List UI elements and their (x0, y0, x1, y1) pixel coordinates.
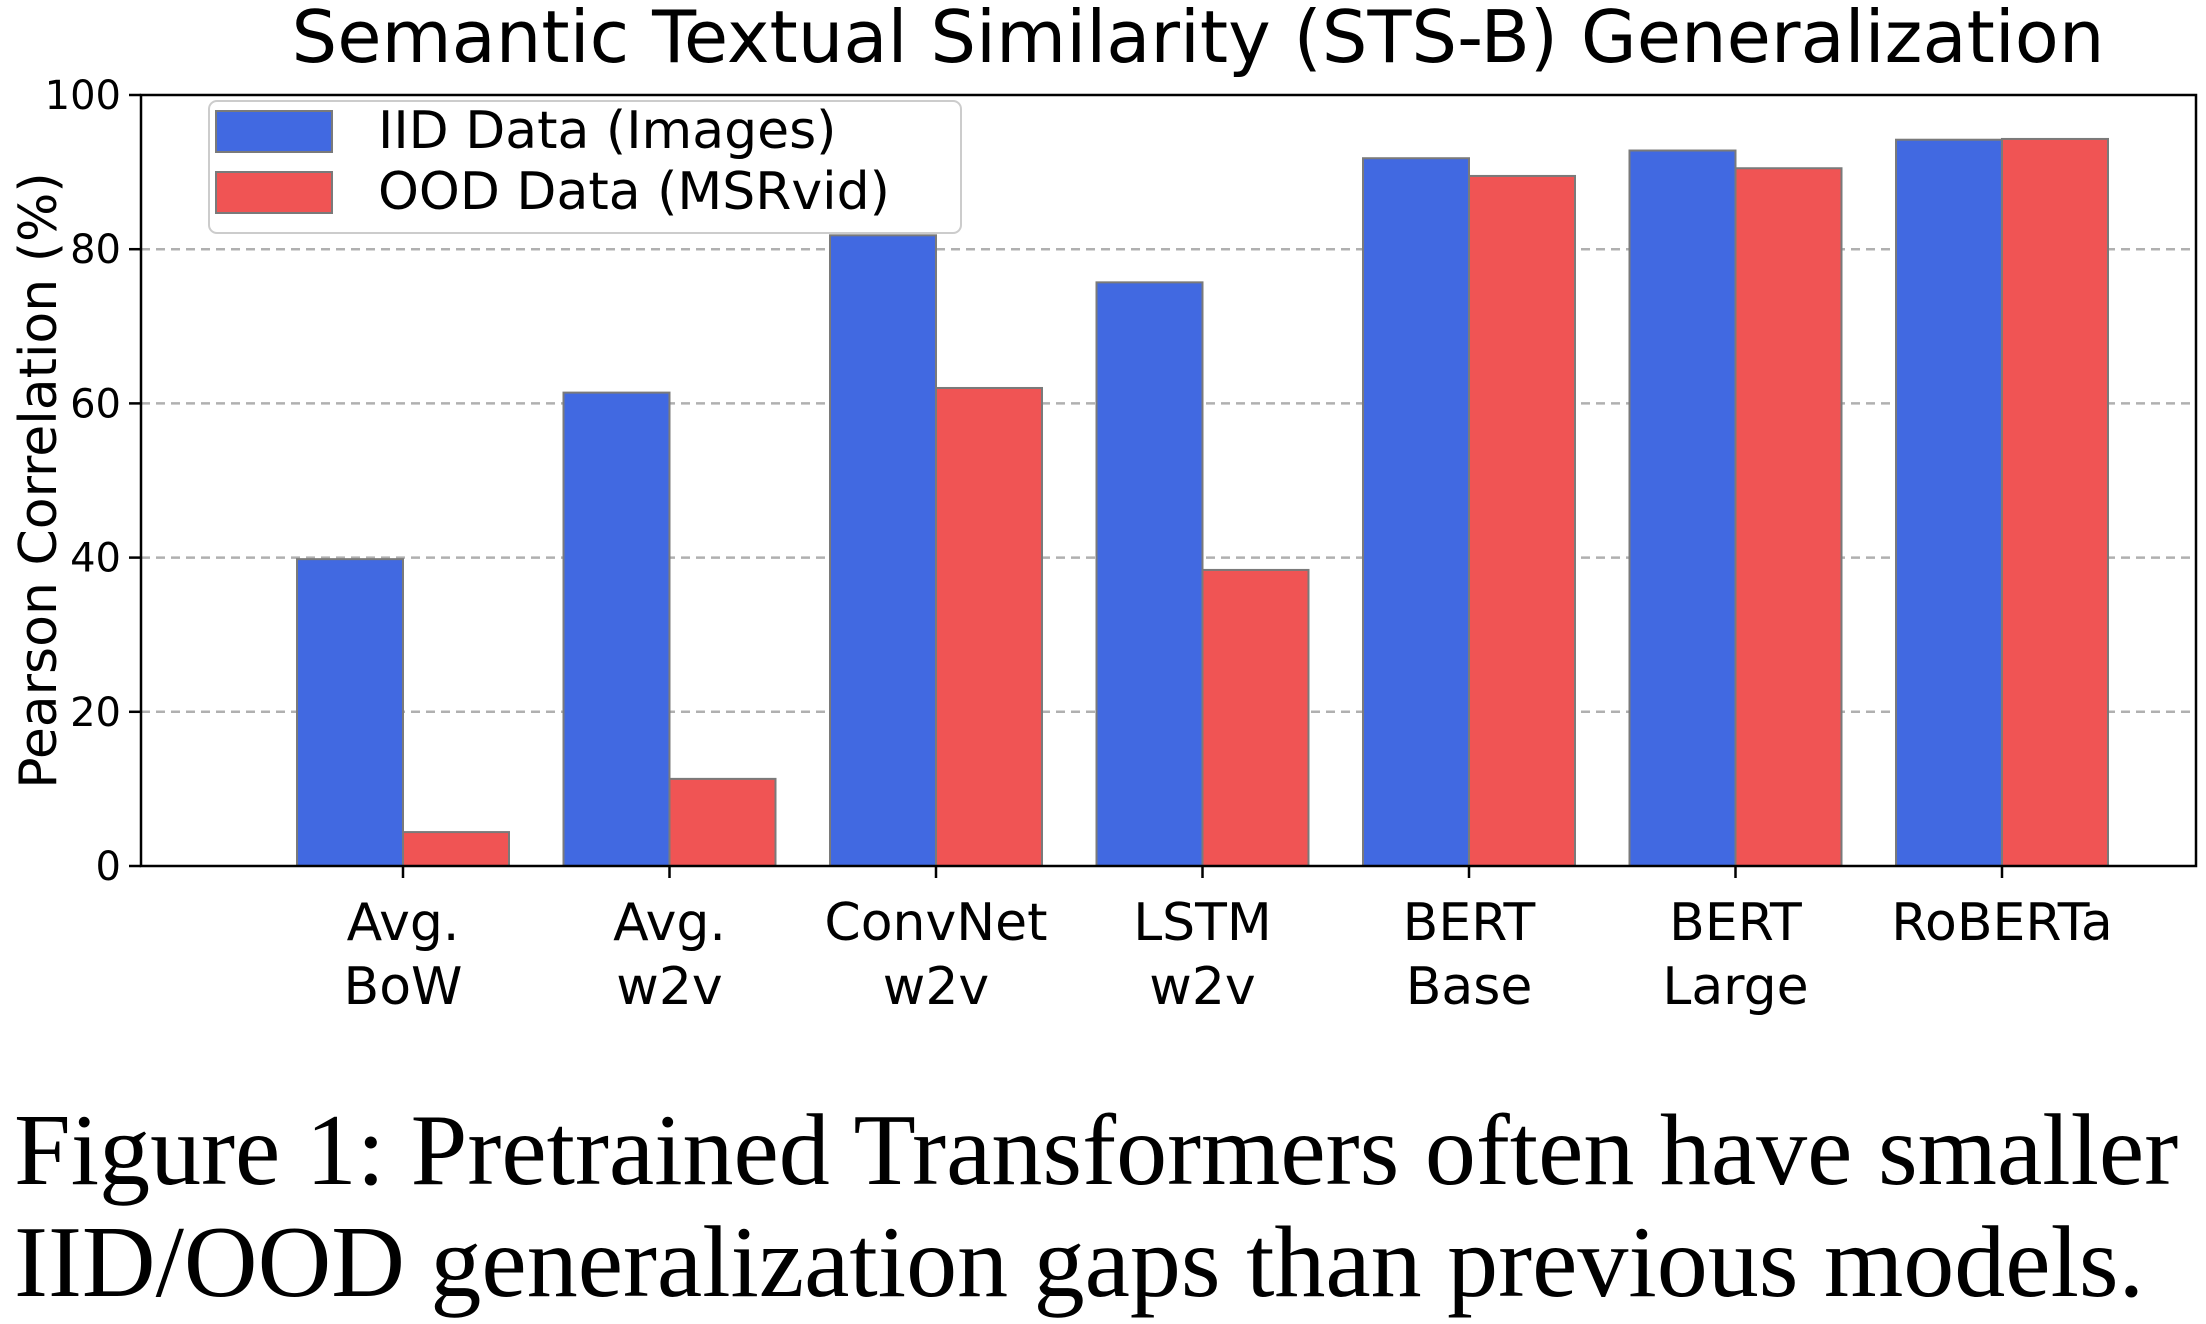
bar-ood (668, 777, 777, 868)
figure-caption: Figure 1: Pretrained Transformers often … (14, 1095, 2194, 1319)
x-axis-ticks: Avg.BoWAvg.w2vConvNetw2vLSTMw2vBERTBaseB… (344, 866, 2113, 1017)
legend-box (208, 100, 962, 234)
bar-iid (1628, 149, 1737, 867)
legend-label: IID Data (Images) (378, 101, 836, 161)
bar-ood (402, 831, 510, 867)
bar-iid (296, 558, 404, 868)
x-tick-label: Avg. (347, 893, 460, 953)
caption-line-2: IID/OOD generalization gaps than previou… (14, 1206, 2145, 1319)
y-axis-label: Pearson Correlation (%) (9, 172, 69, 788)
bar-ood (2001, 137, 2109, 867)
x-tick-label: BERT (1669, 893, 1802, 953)
plot-frame (139, 93, 2198, 868)
y-tick-label: 80 (70, 227, 121, 273)
y-tick-label: 100 (45, 73, 121, 119)
legend-swatch (215, 110, 333, 153)
x-tick-label: Avg. (613, 893, 726, 953)
legend-swatch (215, 171, 333, 214)
x-tick-label: Base (1406, 957, 1533, 1017)
x-tick-label: ConvNet (824, 893, 1047, 953)
x-tick-label: RoBERTa (1891, 893, 2113, 953)
x-tick-label: w2v (616, 957, 722, 1017)
bar-iid (1362, 157, 1470, 868)
legend: IID Data (Images)OOD Data (MSRvid) (208, 100, 962, 234)
bar-iid (829, 234, 937, 867)
bar-ood (935, 386, 1043, 867)
x-tick-label: BERT (1403, 893, 1536, 953)
x-tick-label: BoW (344, 957, 463, 1017)
y-axis-ticks: 0 20 40 60 80 100 (45, 73, 141, 890)
y-tick-label: 0 (96, 844, 121, 890)
bar-ood (1468, 174, 1576, 867)
bar-iid (562, 391, 671, 867)
bar-iid (1895, 138, 2003, 867)
x-tick-label: w2v (883, 957, 989, 1017)
x-tick-label: Large (1662, 957, 1808, 1017)
bar-iid (1095, 281, 1204, 867)
y-tick-label: 60 (70, 381, 121, 427)
x-tick-label: w2v (1149, 957, 1255, 1017)
chart-title: Semantic Textual Similarity (STS-B) Gene… (291, 0, 2104, 79)
bar-ood (1201, 568, 1310, 867)
y-tick-label: 40 (70, 536, 121, 582)
bar-ood (1734, 167, 1843, 867)
legend-label: OOD Data (MSRvid) (378, 162, 890, 222)
caption-line-1: Figure 1: Pretrained Transformers often … (14, 1094, 2179, 1207)
y-tick-label: 20 (70, 690, 121, 736)
x-tick-label: LSTM (1133, 893, 1272, 953)
